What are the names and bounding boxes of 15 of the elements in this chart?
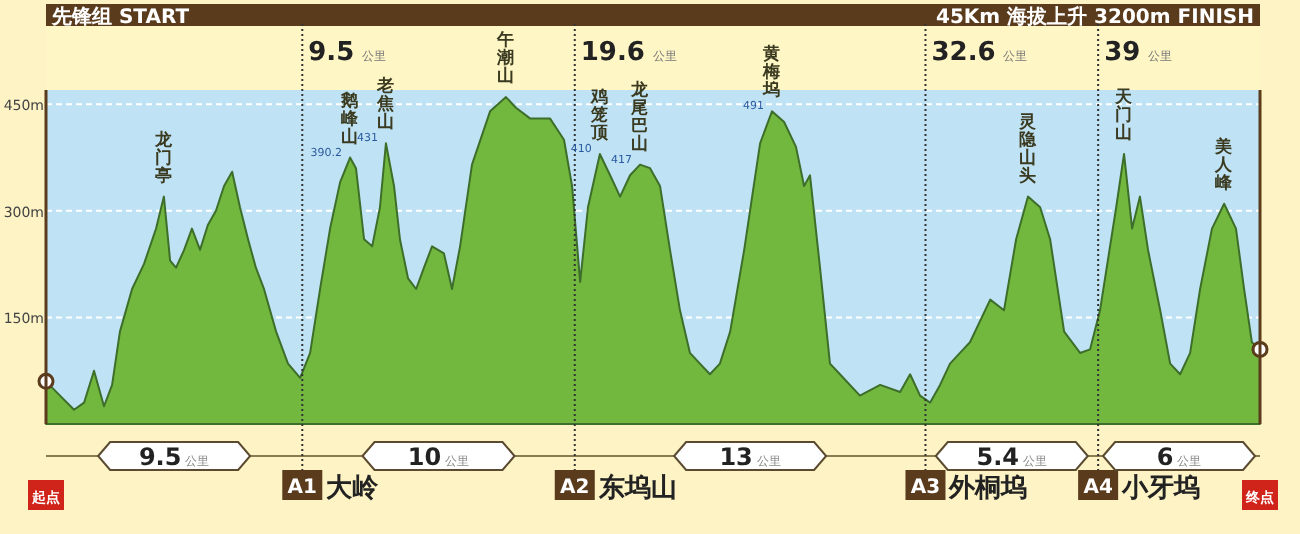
annotation: 天门山 [1113, 85, 1136, 144]
annotation: 灵隐山头 [1016, 110, 1039, 187]
annotation: 龙门亭 [152, 128, 175, 187]
annotation: A2 东坞山 [560, 472, 677, 504]
annotation: A4 小牙坞 [1083, 474, 1201, 504]
annotation: 午潮山 [494, 29, 515, 88]
annotation: 龙尾巴山 [629, 78, 652, 155]
annotation: 黄梅坞 [760, 43, 781, 102]
annotation: A1 大岭 [287, 474, 381, 504]
annotation: 美人峰 [1213, 135, 1236, 194]
chart-subtitle: 45Km 海拔上升 3200m FINISH [936, 5, 1254, 29]
annotation: A3 外桐坞 [910, 474, 1028, 504]
annotation: 鸡笼顶 [588, 85, 611, 144]
chart-title: 先锋组 START [50, 5, 190, 29]
annotation: 老焦山 [374, 75, 395, 134]
